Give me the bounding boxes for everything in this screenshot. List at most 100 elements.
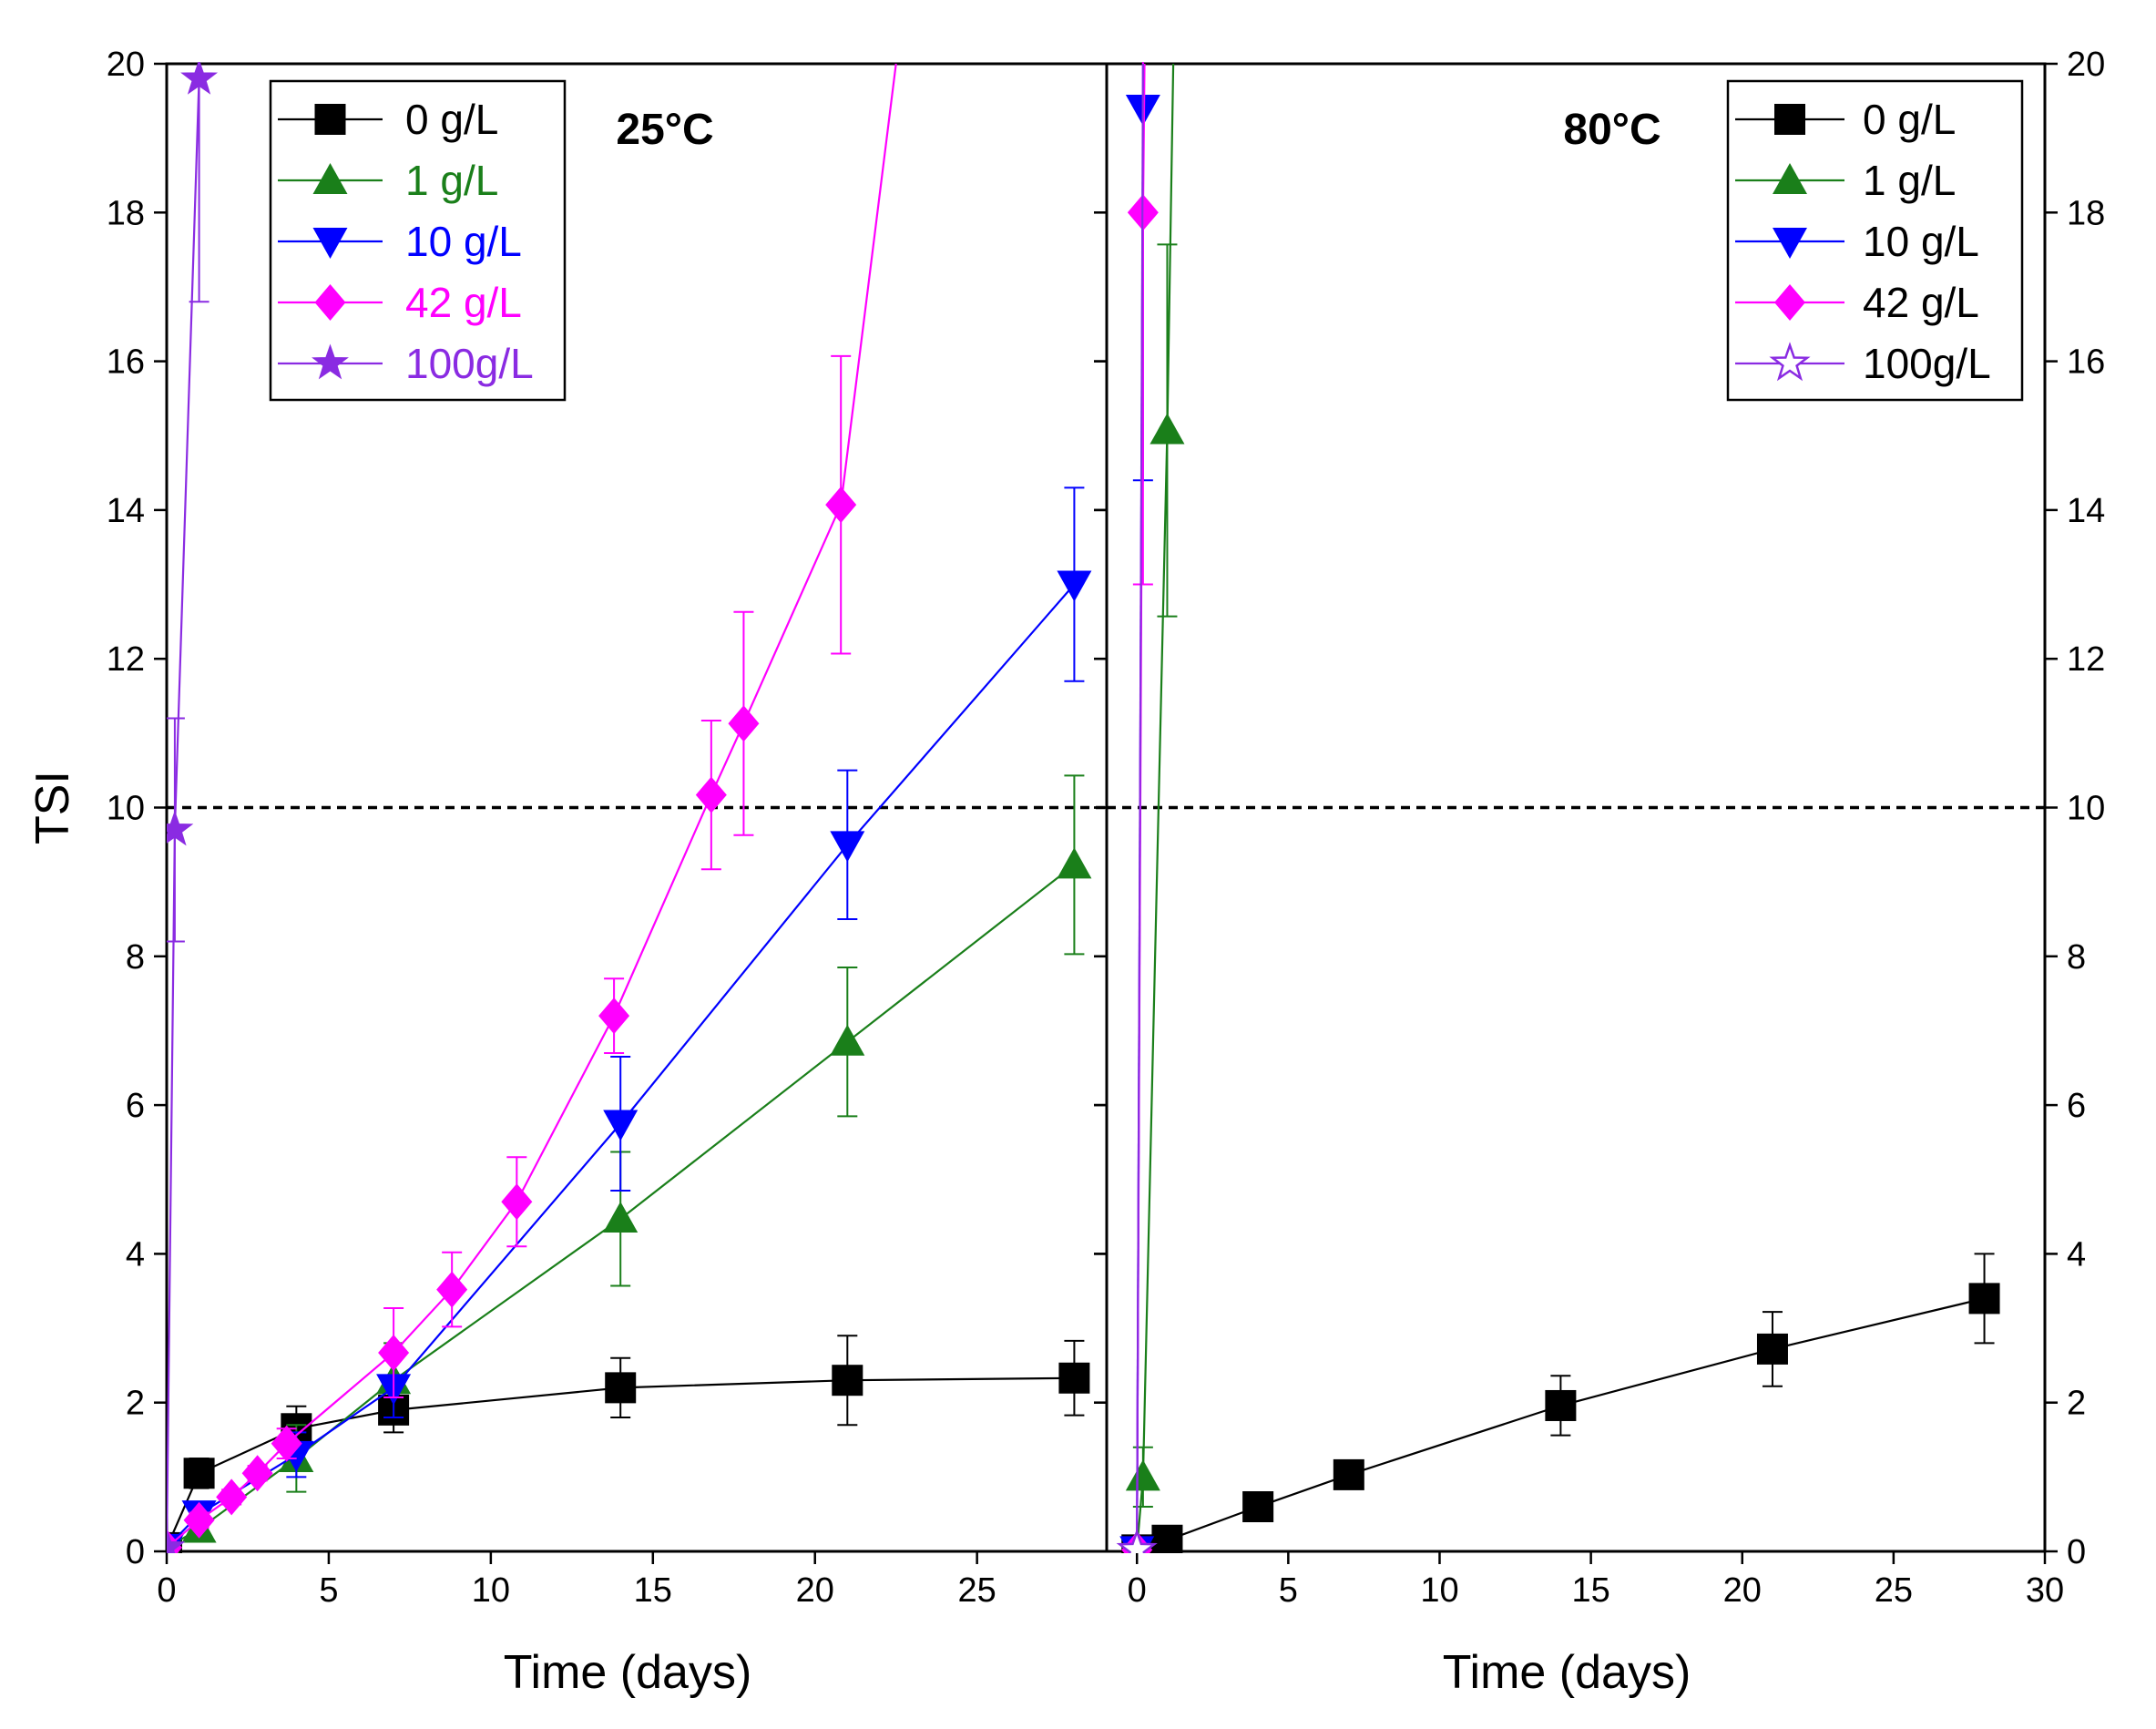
data-point <box>1242 1491 1274 1523</box>
data-point <box>598 998 630 1035</box>
legend-label: 100g/L <box>405 340 534 387</box>
data-point <box>167 1528 186 1553</box>
x-tick-label: 10 <box>472 1571 510 1610</box>
data-point <box>1150 413 1185 445</box>
legend-label: 42 g/L <box>405 279 522 326</box>
legend-item: 1 g/L <box>1735 157 1956 204</box>
series-layer <box>1116 62 2000 1553</box>
data-point <box>183 1501 215 1539</box>
x-tick-label: 0 <box>1128 1571 1147 1610</box>
legend-label: 10 g/L <box>405 218 522 265</box>
legend: 0 g/L 1 g/L 10 g/L 42 g/L 100g/L <box>1726 79 2024 402</box>
y-tick-label: 6 <box>126 1087 145 1125</box>
data-point <box>1333 1458 1364 1490</box>
data-point <box>436 1271 468 1308</box>
legend-marker <box>314 284 346 321</box>
x-tick-label: 15 <box>1571 1571 1609 1610</box>
legend-marker <box>312 163 348 194</box>
y-tick-label: 0 <box>2067 1533 2086 1571</box>
series-1gl <box>1125 63 1185 1553</box>
data-point <box>271 1425 302 1462</box>
series-42gl <box>167 63 897 1553</box>
y-tick-label: 8 <box>2067 938 2086 977</box>
y-tick-label: 14 <box>107 492 145 530</box>
legend-item: 10 g/L <box>1735 218 1979 265</box>
legend-item: 42 g/L <box>1735 279 1979 326</box>
data-point <box>1057 847 1092 879</box>
series-layer <box>167 62 1092 1553</box>
data-point <box>1968 1283 2000 1315</box>
x-tick-label: 25 <box>958 1571 996 1610</box>
legend-marker <box>1774 284 1805 321</box>
legend-item: 10 g/L <box>278 218 522 265</box>
panel-title: 25°C <box>616 106 713 154</box>
series-0gl <box>1121 1253 2000 1553</box>
y-tick-label: 4 <box>2067 1235 2086 1274</box>
data-point <box>825 486 857 524</box>
legend-marker <box>312 228 348 259</box>
y-tick-label: 6 <box>2067 1087 2086 1125</box>
data-point <box>216 1478 248 1516</box>
y-tick-label: 14 <box>2067 492 2105 530</box>
series-100gl <box>1116 63 1158 1553</box>
series-line <box>1136 63 1145 1550</box>
x-tick-label: 15 <box>634 1571 672 1610</box>
y-tick-label: 12 <box>2067 640 2105 679</box>
legend-item: 100g/L <box>1735 340 1991 387</box>
y-tick-label: 20 <box>107 46 145 84</box>
legend-marker <box>312 343 349 380</box>
x-tick-label: 5 <box>1279 1571 1298 1610</box>
legend-label: 10 g/L <box>1863 218 1979 265</box>
data-point <box>1151 1524 1183 1553</box>
y-tick-label: 16 <box>107 343 145 382</box>
series-100gl <box>167 62 219 1553</box>
data-point <box>605 1372 637 1404</box>
data-point <box>1545 1389 1577 1421</box>
x-tick-label: 5 <box>319 1571 338 1610</box>
legend-marker <box>1774 104 1805 135</box>
x-tick-label: 25 <box>1875 1571 1913 1610</box>
data-point <box>378 1334 410 1371</box>
legend-item: 100g/L <box>278 340 534 387</box>
legend-label: 1 g/L <box>1863 157 1956 204</box>
y-tick-label: 10 <box>2067 790 2105 828</box>
legend-marker <box>1769 342 1811 382</box>
legend-label: 0 g/L <box>1863 96 1956 143</box>
legend-marker <box>1773 228 1807 259</box>
data-point <box>501 1183 533 1221</box>
x-axis-label: Time (days) <box>1443 1646 1691 1699</box>
legend-label: 100g/L <box>1863 340 1991 387</box>
data-point <box>1058 1362 1090 1394</box>
y-tick-label: 0 <box>126 1533 145 1571</box>
legend-item: 0 g/L <box>278 96 498 143</box>
legend-label: 1 g/L <box>405 157 498 204</box>
y-tick-label: 18 <box>2067 194 2105 232</box>
data-point <box>603 1110 639 1141</box>
x-tick-label: 30 <box>2026 1571 2064 1610</box>
data-point <box>830 1024 865 1056</box>
y-tick-label: 12 <box>107 640 145 679</box>
data-point <box>1057 570 1092 602</box>
y-tick-label: 10 <box>107 790 145 828</box>
legend-marker <box>1773 163 1807 194</box>
y-tick-label: 8 <box>126 938 145 977</box>
data-point <box>603 1202 639 1233</box>
x-tick-label: 20 <box>1723 1571 1762 1610</box>
y-tick-label: 16 <box>2067 343 2105 382</box>
series-line <box>1136 63 1175 1550</box>
data-point <box>241 1455 273 1492</box>
data-point <box>695 776 727 813</box>
panel-left: 0 5 10 15 20 25 0 2 4 6 8 10 12 14 16 18 20 Time (days) TS… <box>26 46 1109 1699</box>
x-tick-label: 10 <box>1420 1571 1458 1610</box>
legend-item: 0 g/L <box>1735 96 1956 143</box>
y-tick-label: 4 <box>126 1235 145 1274</box>
y-tick-label: 20 <box>2067 46 2105 84</box>
y-tick-label: 2 <box>2067 1385 2086 1423</box>
data-point <box>1116 1528 1158 1553</box>
data-point <box>1125 1459 1160 1491</box>
legend-label: 42 g/L <box>1863 279 1979 326</box>
data-point <box>830 831 865 863</box>
x-tick-label: 20 <box>796 1571 834 1610</box>
